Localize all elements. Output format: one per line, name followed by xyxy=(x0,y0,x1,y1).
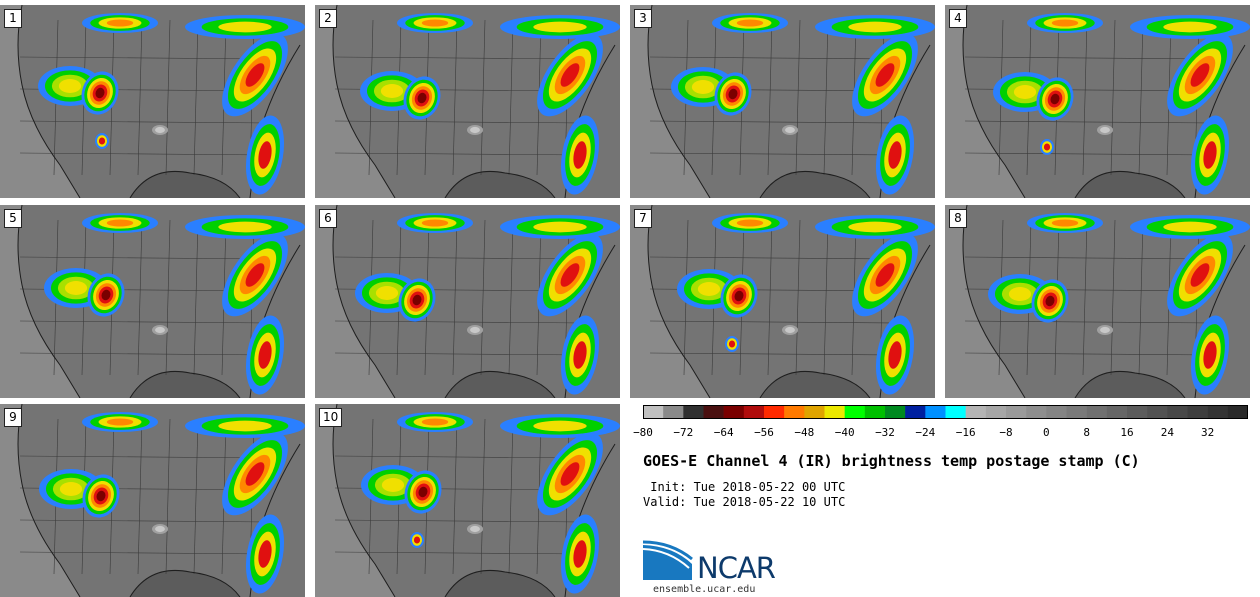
colorbar-tick-label: 32 xyxy=(1201,426,1215,439)
panel-number: 8 xyxy=(949,209,967,228)
postage-stamp-panel: 3 xyxy=(630,5,935,198)
ir-satellite-map xyxy=(630,5,935,198)
ir-satellite-map xyxy=(630,205,935,398)
colorbar-tick-label: −8 xyxy=(999,426,1013,439)
ir-satellite-map xyxy=(945,205,1250,398)
panel-number: 4 xyxy=(949,9,967,28)
valid-time: Valid: Tue 2018-05-22 10 UTC xyxy=(643,495,846,509)
ir-satellite-map xyxy=(0,205,305,398)
colorbar-segment xyxy=(1106,405,1128,419)
postage-stamp-panel: 8 xyxy=(945,205,1250,398)
colorbar-segment xyxy=(925,405,946,419)
postage-stamp-panel: 7 xyxy=(630,205,935,398)
colorbar-segment xyxy=(905,405,926,419)
colorbar-tick-label: 24 xyxy=(1160,426,1174,439)
ncar-logo-text: NCAR xyxy=(697,551,776,585)
colorbar-segment xyxy=(1187,405,1208,419)
panel-number: 6 xyxy=(319,209,337,228)
colorbar-segment xyxy=(743,405,765,419)
colorbar-segment xyxy=(1086,405,1108,419)
colorbar-segment xyxy=(864,405,886,419)
colorbar-segment xyxy=(804,405,825,419)
colorbar-tick-label: −64 xyxy=(713,426,734,439)
colorbar-segment xyxy=(885,405,906,419)
colorbar-tick-label: −16 xyxy=(955,426,976,439)
colorbar-segment xyxy=(1026,405,1047,419)
colorbar-tick-label: −48 xyxy=(794,426,815,439)
ir-satellite-map xyxy=(315,205,620,398)
colorbar-segment xyxy=(723,405,745,419)
ir-satellite-map xyxy=(0,5,305,198)
colorbar-segment xyxy=(643,405,664,419)
panel-number: 1 xyxy=(4,9,22,28)
colorbar-segment xyxy=(1227,405,1248,419)
colorbar-segment xyxy=(703,405,724,419)
colorbar-tick-label: −24 xyxy=(915,426,936,439)
colorbar-segment xyxy=(824,405,845,419)
ir-satellite-map xyxy=(315,5,620,198)
panel-number: 9 xyxy=(4,408,22,427)
colorbar-segment xyxy=(985,405,1007,419)
colorbar-segment xyxy=(844,405,866,419)
colorbar-segment xyxy=(965,405,987,419)
colorbar-tick-label: 0 xyxy=(1043,426,1050,439)
colorbar-segment xyxy=(945,405,966,419)
colorbar-tick-label: −72 xyxy=(673,426,694,439)
colorbar-tick-label: 8 xyxy=(1083,426,1090,439)
colorbar-segment xyxy=(1207,405,1229,419)
ir-satellite-map xyxy=(945,5,1250,198)
colorbar-segment xyxy=(764,405,785,419)
postage-stamp-panel: 4 xyxy=(945,5,1250,198)
colorbar-segment xyxy=(1006,405,1027,419)
figure-title: GOES-E Channel 4 (IR) brightness temp po… xyxy=(643,452,1140,470)
colorbar-segment xyxy=(683,405,704,419)
colorbar-segment xyxy=(784,405,805,419)
colorbar-segment xyxy=(1066,405,1087,419)
init-time: Init: Tue 2018-05-22 00 UTC xyxy=(643,480,846,494)
ir-satellite-map xyxy=(315,404,620,597)
colorbar-segment xyxy=(1046,405,1067,419)
panel-number: 10 xyxy=(319,408,343,427)
colorbar-tick-label: −56 xyxy=(754,426,774,439)
postage-stamp-panel: 6 xyxy=(315,205,620,398)
colorbar-tick-label: 16 xyxy=(1120,426,1134,439)
postage-stamp-panel: 5 xyxy=(0,205,305,398)
postage-stamp-panel: 9 xyxy=(0,404,305,597)
postage-stamp-panel: 1 xyxy=(0,5,305,198)
panel-number: 7 xyxy=(634,209,652,228)
postage-stamp-panel: 10 xyxy=(315,404,620,597)
colorbar-segment xyxy=(1147,405,1168,419)
colorbar-tick-label: −80 xyxy=(633,426,653,439)
panel-number: 3 xyxy=(634,9,652,28)
colorbar-segment xyxy=(1127,405,1148,419)
ncar-logo-icon xyxy=(643,540,693,580)
site-url: ensemble.ucar.edu xyxy=(653,584,756,595)
colorbar-tick-label: −40 xyxy=(834,426,855,439)
colorbar-segment xyxy=(663,405,684,419)
colorbar-segment xyxy=(1167,405,1188,419)
panel-number: 5 xyxy=(4,209,22,228)
colorbar-tick-label: −32 xyxy=(875,426,895,439)
temperature-colorbar xyxy=(643,405,1248,419)
postage-stamp-panel: 2 xyxy=(315,5,620,198)
ir-satellite-map xyxy=(0,404,305,597)
panel-number: 2 xyxy=(319,9,337,28)
